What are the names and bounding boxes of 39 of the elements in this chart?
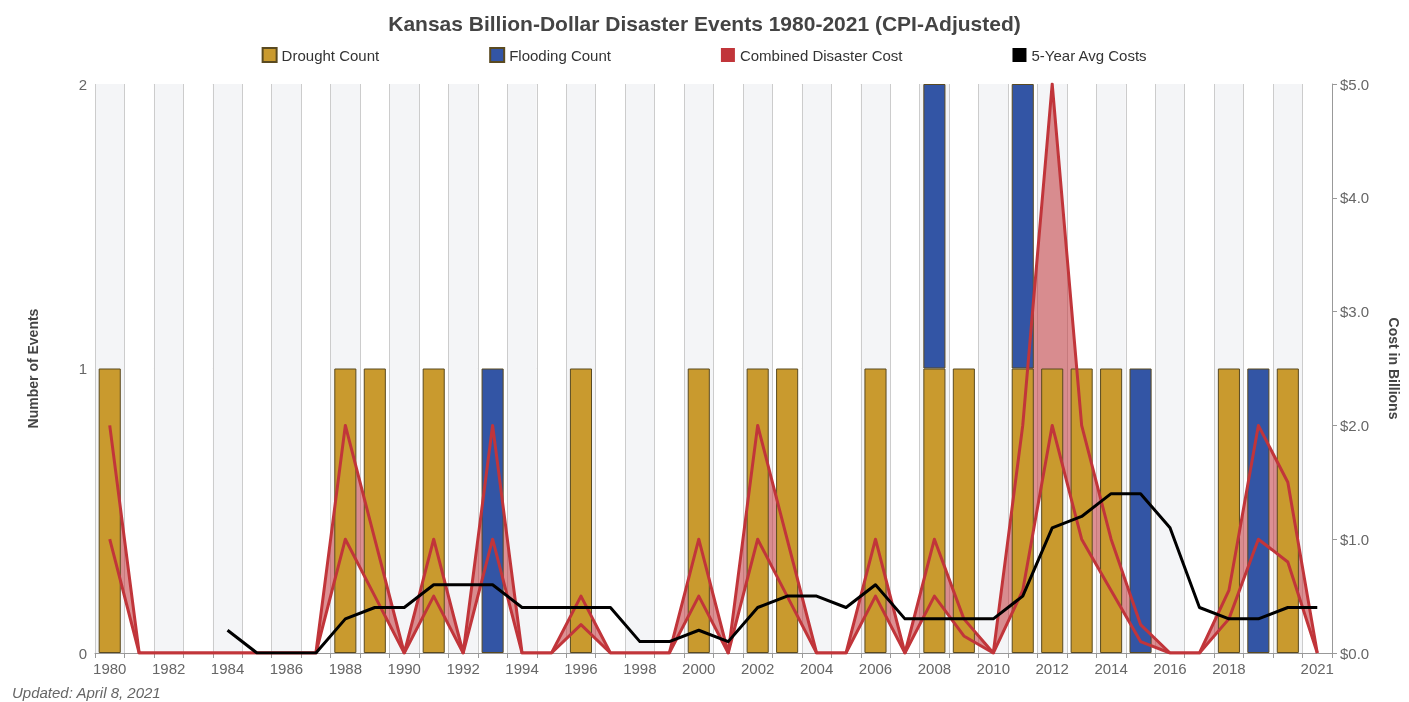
- x-tick-label: 2002: [740, 660, 775, 677]
- x-tick-label: 2010: [976, 660, 1010, 677]
- legend-label: Flooding Count: [509, 46, 612, 64]
- y2-tick-label: $4.0: [1340, 189, 1370, 207]
- y-tick-label: 1: [78, 360, 87, 377]
- y2-tick-label: $1.0: [1340, 530, 1370, 548]
- y-tick-label: 2: [78, 75, 87, 93]
- y2-axis-title: Cost in Billions: [1386, 317, 1402, 420]
- x-tick-label: 2008: [917, 660, 952, 677]
- x-tick-label: 1992: [446, 660, 480, 677]
- legend-label: 5-Year Avg Costs: [1031, 46, 1147, 64]
- y-axis-title: Number of Events: [25, 308, 41, 429]
- x-tick-label: 1986: [269, 660, 304, 677]
- x-tick-label: 1998: [623, 660, 657, 677]
- x-tick-label: 1990: [387, 660, 421, 677]
- x-tick-label: 1982: [151, 660, 186, 677]
- x-tick-label: 2000: [682, 660, 716, 677]
- y2-tick-label: $3.0: [1340, 303, 1370, 321]
- y2-tick-label: $0.0: [1340, 644, 1370, 662]
- x-tick-label: 2004: [799, 660, 834, 677]
- legend-label: Combined Disaster Cost: [739, 46, 904, 64]
- x-tick-label: 2014: [1094, 660, 1128, 677]
- x-tick-label: 1994: [505, 660, 539, 677]
- x-tick-label: 2016: [1153, 660, 1187, 677]
- legend-label: Drought Count: [281, 46, 381, 64]
- x-tick-label: 1980: [93, 660, 127, 677]
- x-tick-label: 2012: [1035, 660, 1069, 677]
- y2-tick-label: $5.0: [1340, 75, 1370, 93]
- x-tick-label: 2018: [1212, 660, 1246, 677]
- chart-title: Kansas Billion-Dollar Disaster Events 1980-2021 (CPI-Adjusted): [388, 12, 1021, 35]
- x-tick-label: 2021: [1300, 660, 1334, 677]
- y-tick-label: 0: [78, 644, 87, 662]
- line-series: [226, 492, 1319, 655]
- y2-tick-label: $2.0: [1340, 416, 1370, 434]
- x-tick-label: 1988: [328, 660, 363, 677]
- x-tick-label: 2006: [858, 660, 893, 677]
- x-tick-label: 1984: [210, 660, 245, 677]
- text: Updated: April 8, 2021: [12, 684, 161, 701]
- x-tick-label: 1996: [564, 660, 598, 677]
